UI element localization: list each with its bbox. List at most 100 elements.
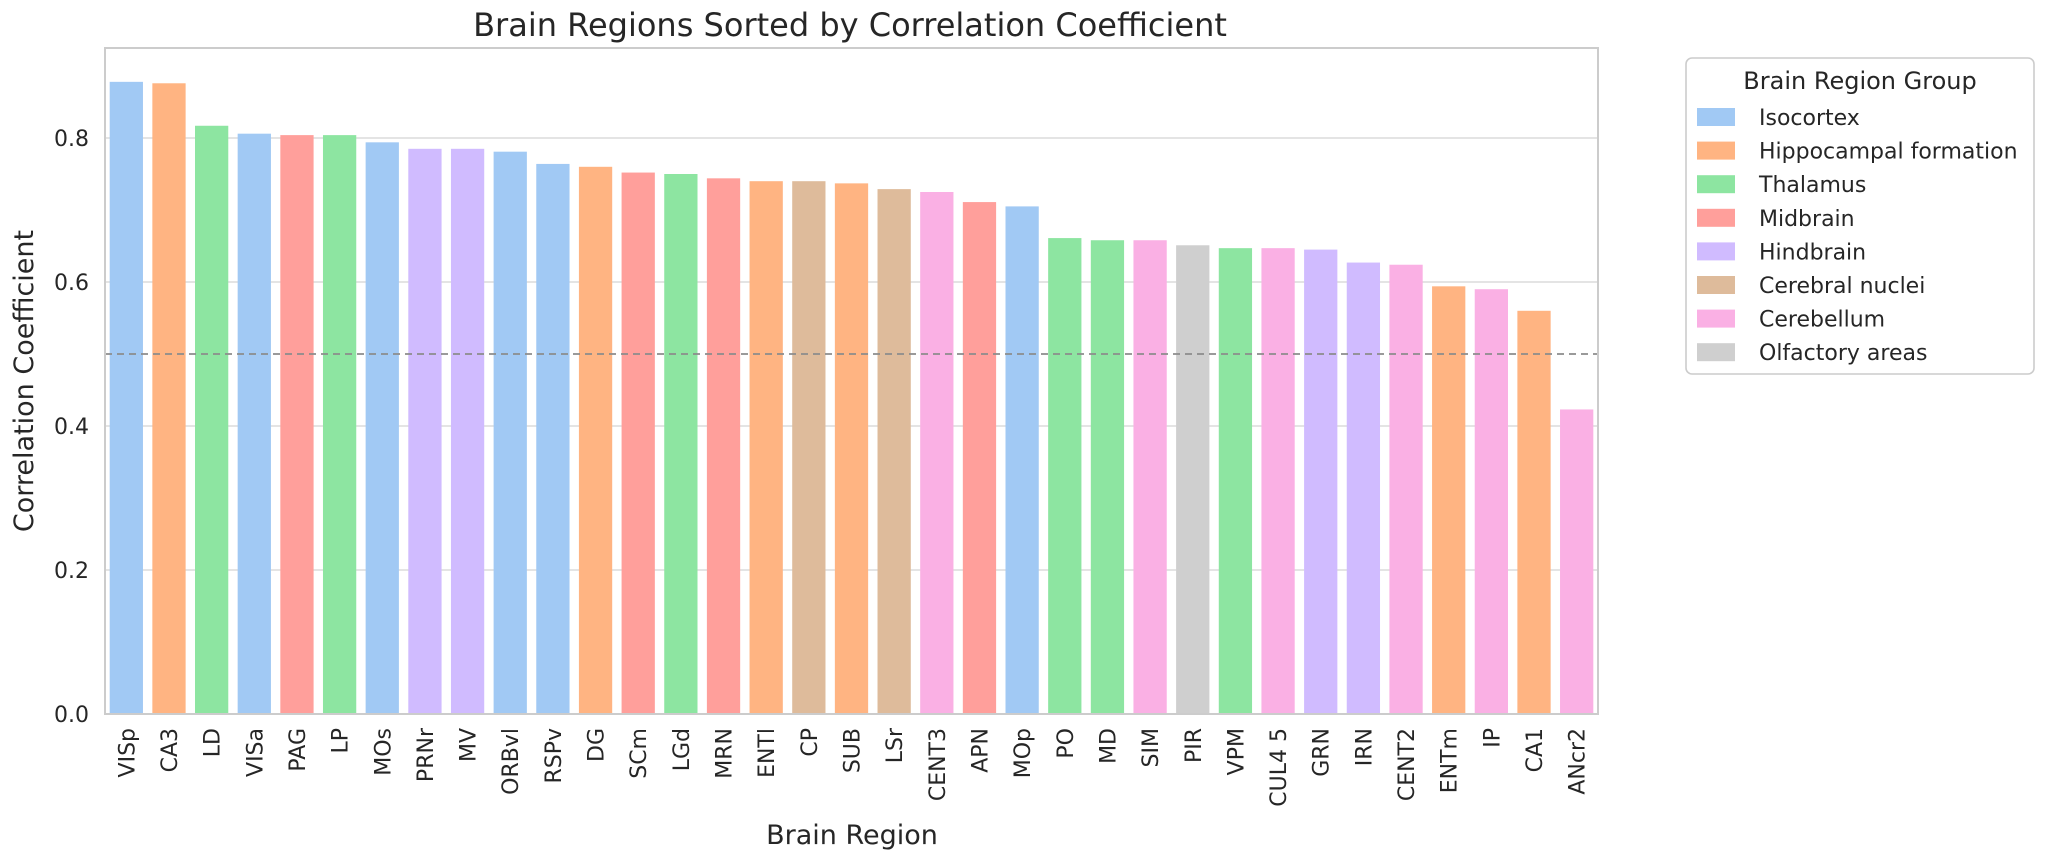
x-tick-label: CP bbox=[798, 728, 823, 757]
legend-label: Hindbrain bbox=[1759, 240, 1866, 265]
bar-prnr bbox=[408, 148, 442, 715]
legend: Brain Region Group Isocortex Hippocampal … bbox=[1685, 57, 2035, 375]
bar-visp bbox=[109, 81, 143, 715]
bar-orbvl bbox=[493, 151, 527, 714]
x-tick-label: MD bbox=[1096, 728, 1121, 764]
legend-swatch bbox=[1697, 276, 1735, 294]
x-tick-label: CENT3 bbox=[926, 728, 951, 801]
bar-lsr bbox=[877, 189, 911, 714]
legend-label: Thalamus bbox=[1758, 173, 1866, 198]
y-axis-label: Correlation Coefficient bbox=[9, 230, 40, 532]
x-tick-label: MOp bbox=[1011, 728, 1036, 778]
x-tick-label: ENTl bbox=[755, 728, 780, 778]
y-tick-label: 0.4 bbox=[54, 415, 89, 440]
bar-entl bbox=[749, 181, 783, 714]
bar-cent2 bbox=[1389, 264, 1423, 714]
legend-label: Cerebellum bbox=[1759, 308, 1885, 333]
x-tick-label: SIM bbox=[1139, 728, 1164, 767]
x-tick-label: ANcr2 bbox=[1566, 728, 1591, 795]
x-tick-label: PRNr bbox=[414, 727, 439, 782]
legend-label: Isocortex bbox=[1759, 106, 1860, 131]
bar-vpm bbox=[1218, 248, 1253, 714]
legend-frame bbox=[1685, 57, 2035, 375]
x-tick-label: LSr bbox=[883, 727, 908, 763]
x-tick-label: MV bbox=[457, 728, 482, 762]
bar-ld bbox=[195, 125, 229, 714]
legend-swatch bbox=[1697, 343, 1735, 362]
bar-sim bbox=[1133, 240, 1167, 715]
bar-ca1 bbox=[1517, 310, 1551, 714]
bar-ip bbox=[1474, 289, 1508, 714]
bar-lgd bbox=[664, 174, 698, 714]
legend-swatch bbox=[1697, 309, 1735, 328]
x-tick-label: CENT2 bbox=[1395, 728, 1420, 801]
legend-swatch bbox=[1697, 242, 1735, 261]
legend-swatch bbox=[1697, 175, 1735, 194]
x-tick-label: CUL4 5 bbox=[1267, 728, 1292, 807]
x-tick-label: CA1 bbox=[1523, 728, 1548, 772]
legend-swatch bbox=[1697, 208, 1735, 227]
legend-label: Olfactory areas bbox=[1759, 341, 1927, 366]
x-tick-label: MRN bbox=[713, 728, 738, 779]
bar-scm bbox=[621, 172, 655, 714]
y-tick-labels: 0.0 0.2 0.4 0.6 0.8 bbox=[54, 127, 89, 728]
bar-ca3 bbox=[152, 83, 186, 714]
bar-rspv bbox=[536, 163, 570, 715]
x-tick-label: PIR bbox=[1182, 728, 1207, 763]
x-tick-label: VPM bbox=[1224, 728, 1249, 775]
x-axis-label: Brain Region bbox=[766, 820, 938, 851]
bar-pag bbox=[280, 135, 314, 714]
bar-po bbox=[1048, 238, 1082, 714]
bar-lp bbox=[322, 135, 357, 714]
x-tick-label: IRN bbox=[1352, 728, 1377, 766]
x-tick-label: PO bbox=[1054, 728, 1079, 759]
bar-sub bbox=[834, 183, 869, 715]
x-tick-label: LP bbox=[329, 728, 354, 754]
bar-entm bbox=[1432, 286, 1466, 714]
bar-irn bbox=[1346, 262, 1381, 714]
y-tick-label: 0.0 bbox=[54, 703, 89, 728]
bar-cent3 bbox=[920, 192, 954, 714]
bar-mrn bbox=[706, 178, 741, 714]
legend-label: Cerebral nuclei bbox=[1759, 274, 1925, 299]
x-tick-label: VISp bbox=[115, 728, 140, 777]
legend-label: Hippocampal formation bbox=[1759, 140, 2018, 165]
x-tick-label: PAG bbox=[286, 728, 311, 772]
x-tick-label: MOs bbox=[371, 728, 396, 776]
bar-md bbox=[1090, 240, 1125, 715]
bar-grn bbox=[1304, 249, 1338, 714]
y-tick-label: 0.8 bbox=[54, 127, 89, 152]
chart-title: Brain Regions Sorted by Correlation Coef… bbox=[473, 6, 1227, 44]
plot-frame bbox=[104, 47, 1599, 715]
y-tick-label: 0.2 bbox=[54, 559, 89, 584]
x-tick-label: IP bbox=[1480, 728, 1505, 748]
legend-swatch bbox=[1697, 108, 1735, 126]
x-tick-label: SUB bbox=[841, 728, 866, 773]
legend-label: Midbrain bbox=[1759, 207, 1855, 232]
bar-mos bbox=[365, 142, 399, 714]
x-tick-label: RSPv bbox=[542, 728, 567, 784]
bar-mv bbox=[450, 148, 485, 715]
x-tick-label: SCm bbox=[627, 728, 652, 779]
x-tick-labels: VISp CA3 LD VISa PAG LP MOs PRNr MV ORBvl RSPv DG SC… bbox=[115, 727, 1590, 807]
bar-visa bbox=[237, 133, 271, 714]
bar-apn bbox=[962, 202, 997, 714]
bar-ancr2 bbox=[1560, 409, 1594, 714]
y-tick-label: 0.6 bbox=[54, 271, 89, 296]
bar-dg bbox=[578, 166, 613, 715]
x-tick-label: APN bbox=[968, 728, 993, 773]
bar-cul4-5 bbox=[1261, 248, 1295, 714]
bars bbox=[109, 81, 1594, 715]
x-tick-label: LGd bbox=[670, 728, 695, 771]
x-tick-label: ENTm bbox=[1438, 728, 1463, 793]
legend-title: Brain Region Group bbox=[1743, 67, 1976, 95]
bar-cp bbox=[792, 181, 826, 714]
x-tick-label: ORBvl bbox=[499, 728, 524, 795]
legend-swatch bbox=[1697, 141, 1735, 160]
x-tick-label: VISa bbox=[243, 728, 268, 777]
x-tick-label: CA3 bbox=[158, 728, 183, 772]
bar-pir bbox=[1176, 245, 1210, 714]
x-tick-label: DG bbox=[585, 728, 610, 762]
x-tick-label: LD bbox=[201, 728, 226, 757]
